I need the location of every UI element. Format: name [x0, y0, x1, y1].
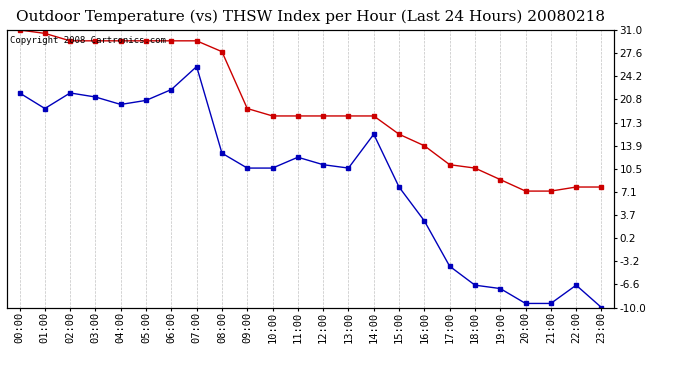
- Text: Outdoor Temperature (vs) THSW Index per Hour (Last 24 Hours) 20080218: Outdoor Temperature (vs) THSW Index per …: [16, 9, 605, 24]
- Text: Copyright 2008 Cartronics.com: Copyright 2008 Cartronics.com: [10, 36, 166, 45]
